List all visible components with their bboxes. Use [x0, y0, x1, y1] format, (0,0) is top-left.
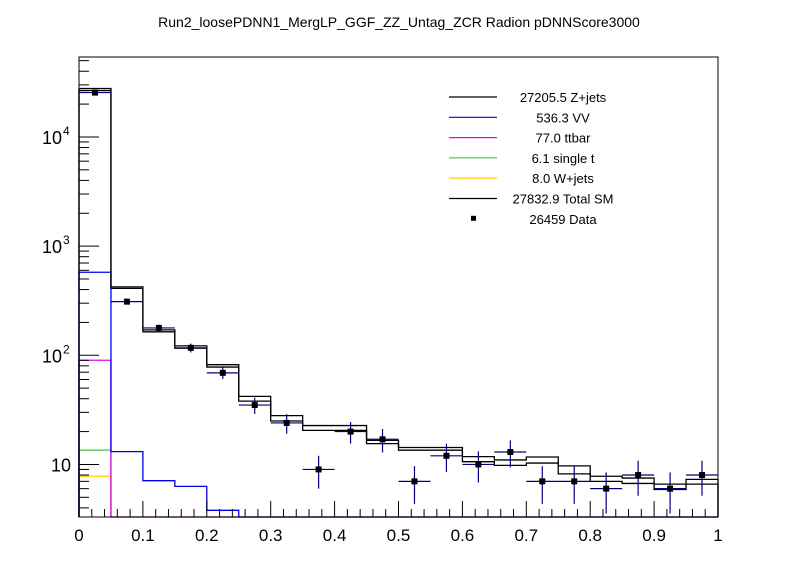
- data-point: [302, 455, 335, 489]
- x-tick-label: 0.5: [387, 526, 411, 545]
- chart-title: Run2_loosePDNN1_MergLP_GGF_ZZ_Untag_ZCR …: [158, 14, 640, 30]
- data-marker: [251, 402, 258, 409]
- data-marker: [699, 472, 706, 479]
- data-marker: [667, 485, 674, 492]
- y-tick-exponent: 4: [63, 124, 70, 138]
- data-marker: [347, 428, 354, 435]
- data-point: [206, 367, 239, 379]
- legend-entry: 77.0 ttbar: [449, 131, 591, 146]
- data-point: [430, 443, 463, 472]
- legend-entry: 27832.9 Total SM: [449, 192, 613, 207]
- x-tick-label: 0.7: [514, 526, 538, 545]
- data-marker: [219, 369, 226, 376]
- data-marker: [187, 344, 194, 351]
- y-tick-label: 10: [42, 237, 62, 257]
- data-point: [526, 466, 559, 504]
- y-tick-exponent: 2: [63, 342, 70, 356]
- x-tick-label: 0.4: [323, 526, 347, 545]
- data-marker: [443, 452, 450, 459]
- legend-label: 27832.9 Total SM: [513, 192, 614, 207]
- data-point: [334, 422, 367, 444]
- data-marker: [539, 478, 546, 485]
- data-marker: [155, 324, 162, 331]
- legend-label: 77.0 ttbar: [536, 131, 592, 146]
- histograms: [78, 87, 719, 518]
- legend-label: 26459 Data: [529, 212, 597, 227]
- x-tick-label: 0.6: [451, 526, 475, 545]
- data-marker: [123, 298, 130, 305]
- data-point: [590, 472, 623, 514]
- data-point: [238, 397, 271, 414]
- histogram-vv: [78, 271, 718, 518]
- data-marker: [315, 466, 322, 473]
- legend-entry: 8.0 W+jets: [449, 171, 594, 186]
- data-point: [398, 466, 431, 504]
- y-tick-label: 10: [51, 455, 71, 475]
- x-tick-label: 0.8: [578, 526, 602, 545]
- data-point: [686, 460, 718, 496]
- legend-label: 536.3 VV: [536, 110, 590, 125]
- x-tick-label: 0.9: [642, 526, 666, 545]
- data-point: [462, 451, 495, 483]
- data-marker: [603, 485, 610, 492]
- histogram-ttbar: [78, 359, 718, 518]
- data-point: [654, 472, 687, 514]
- data-point: [494, 440, 527, 468]
- data-marker: [507, 449, 514, 456]
- data-point: [110, 298, 143, 305]
- data-point: [270, 414, 303, 434]
- x-tick-label: 0.2: [195, 526, 219, 545]
- legend-label: 8.0 W+jets: [532, 171, 594, 186]
- data-marker: [283, 419, 290, 426]
- data-point: [174, 343, 207, 353]
- data-point: [366, 428, 399, 453]
- data-marker: [475, 461, 482, 468]
- data-marker: [411, 478, 418, 485]
- x-axis: 0 0.1 0.2 0.3 0.4 0.5 0.6 0.7 0.8 0.9 1: [74, 501, 723, 545]
- y-tick-label: 10: [42, 128, 62, 148]
- data-point: [142, 324, 175, 332]
- data-point: [79, 89, 111, 96]
- data-point: [558, 466, 591, 504]
- y-tick-label: 10: [42, 346, 62, 366]
- legend-entry: 536.3 VV: [449, 110, 590, 125]
- data-point: [622, 460, 655, 496]
- legend-entry: 26459 Data: [471, 212, 597, 227]
- data-marker: [91, 89, 98, 96]
- x-tick-label: 0.1: [131, 526, 155, 545]
- legend: 27205.5 Z+jets 536.3 VV 77.0 ttbar 6.1 sing…: [449, 90, 613, 227]
- data-marker: [379, 436, 386, 443]
- histogram-z-jets: [78, 89, 719, 517]
- x-tick-label: 0: [74, 526, 83, 545]
- y-tick-exponent: 3: [63, 233, 70, 247]
- data-marker: [635, 472, 642, 479]
- data-marker: [571, 478, 578, 485]
- legend-marker: [471, 215, 476, 221]
- legend-label: 27205.5 Z+jets: [520, 90, 607, 105]
- legend-label: 6.1 single t: [532, 151, 595, 166]
- histogram-total-sm: [78, 87, 719, 517]
- x-tick-label: 0.3: [259, 526, 283, 545]
- data-points: [79, 89, 718, 514]
- x-tick-label: 1: [713, 526, 722, 545]
- legend-entry: 6.1 single t: [449, 151, 595, 166]
- legend-entry: 27205.5 Z+jets: [449, 90, 607, 105]
